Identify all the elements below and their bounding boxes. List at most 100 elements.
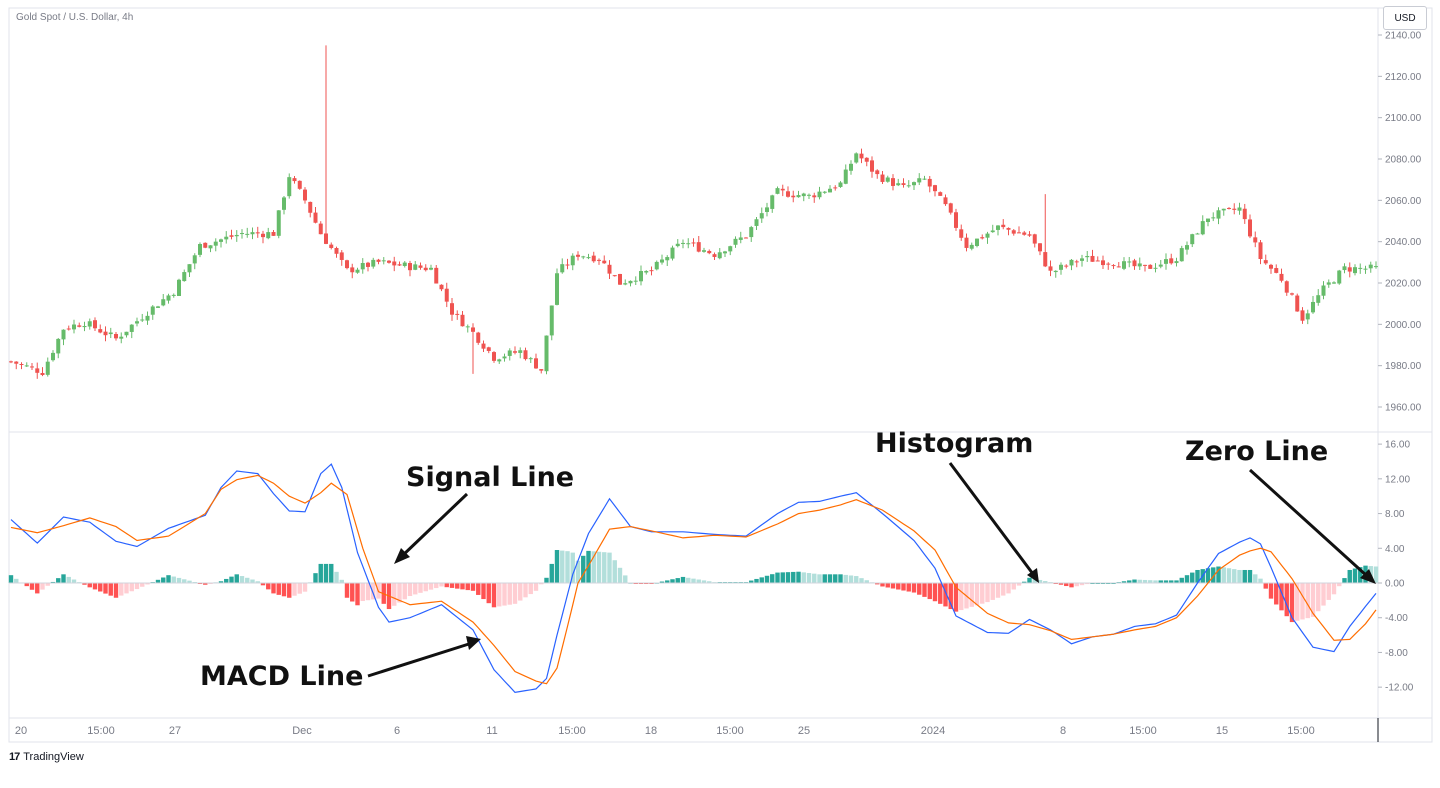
candle-body — [1101, 260, 1105, 266]
histogram-bar — [1148, 580, 1153, 583]
histogram-bar — [455, 583, 460, 589]
histogram-bar — [1190, 572, 1195, 583]
histogram-bar — [843, 574, 848, 583]
candle-body — [103, 331, 108, 336]
candle-up — [224, 231, 229, 244]
candle-up — [849, 160, 853, 175]
histogram-bar — [1169, 580, 1174, 583]
histogram-bar — [932, 583, 938, 602]
candle-down — [649, 266, 654, 276]
candle-up — [1179, 245, 1184, 262]
candle-body — [51, 352, 55, 361]
candle-body — [198, 244, 202, 255]
histogram-bar — [764, 575, 770, 583]
histogram-bar — [182, 579, 187, 583]
histogram-bar — [1211, 567, 1216, 583]
candle-body — [1179, 248, 1184, 262]
candle-body — [1153, 267, 1158, 269]
candle-down — [539, 369, 544, 374]
histogram-bar — [507, 583, 512, 605]
candle-down — [271, 230, 276, 237]
candle-body — [681, 242, 685, 244]
candle-body — [801, 193, 806, 197]
candle-down — [959, 224, 964, 241]
candle-up — [759, 207, 764, 223]
macd-tick-label: 8.00 — [1385, 509, 1405, 520]
arrow-signal-line — [399, 492, 469, 559]
histogram-bar — [754, 578, 759, 583]
candle-up — [738, 231, 743, 244]
histogram-bar — [407, 583, 413, 597]
candle-body — [187, 264, 192, 273]
macd-line[interactable] — [10, 463, 1377, 694]
candle-body — [308, 201, 313, 213]
candle-body — [1316, 295, 1321, 303]
candle-body — [859, 153, 864, 159]
candle-up — [628, 280, 633, 287]
histogram-bar — [470, 583, 476, 591]
histogram-bar — [927, 583, 932, 600]
candle-down — [1064, 264, 1069, 269]
candle-body — [1164, 259, 1168, 264]
candle-body — [1190, 234, 1195, 245]
candle-up — [1311, 295, 1315, 314]
histogram-bar — [1074, 583, 1079, 587]
symbol-title[interactable]: Gold Spot / U.S. Dollar, 4h — [16, 12, 133, 23]
candle-up — [1237, 202, 1242, 215]
candle-up — [177, 278, 181, 297]
candle-up — [717, 248, 722, 260]
annotation-macd-line: MACD Line — [200, 661, 363, 692]
histogram-bar — [29, 583, 35, 590]
histogram-bar — [880, 583, 885, 587]
candle-body — [1074, 261, 1079, 263]
histogram-bar — [82, 583, 87, 585]
candle-body — [1053, 270, 1058, 273]
macd-histogram[interactable] — [8, 550, 1379, 623]
candle-body — [891, 178, 895, 186]
histogram-bar — [1268, 583, 1274, 599]
candle-up — [1211, 212, 1216, 222]
histogram-bar — [460, 583, 465, 590]
candle-down — [1027, 231, 1032, 237]
candle-down — [303, 187, 307, 204]
candle-body — [397, 264, 402, 266]
candle-down — [1295, 293, 1300, 312]
candle-body — [1363, 268, 1368, 270]
signal-line[interactable] — [10, 474, 1377, 685]
candle-up — [240, 229, 244, 239]
candle-body — [513, 351, 517, 353]
currency-button[interactable]: USD — [1383, 6, 1427, 30]
histogram-bar — [806, 573, 812, 583]
histogram-bar — [659, 581, 665, 583]
candle-body — [455, 313, 460, 315]
histogram-bar — [1001, 583, 1006, 596]
histogram-bar — [1205, 568, 1211, 583]
candle-body — [413, 264, 418, 270]
candle-up — [250, 227, 255, 240]
candle-body — [434, 267, 439, 284]
candle-body — [702, 250, 706, 252]
candle-body — [712, 254, 717, 257]
candle-up — [129, 324, 134, 339]
candle-down — [891, 174, 895, 191]
histogram-bar — [140, 583, 145, 587]
candle-body — [539, 369, 544, 371]
candle-body — [985, 233, 990, 238]
candle-body — [82, 326, 87, 328]
candle-down — [339, 250, 344, 266]
candle-body — [1006, 227, 1011, 230]
histogram-bar — [812, 573, 817, 583]
candle-down — [954, 208, 958, 231]
time-tick-label: 11 — [486, 725, 497, 737]
histogram-bar — [476, 583, 481, 595]
histogram-bar — [1253, 574, 1258, 583]
candle-body — [1116, 266, 1121, 268]
candle-body — [439, 284, 444, 290]
candlestick-series[interactable] — [9, 45, 1378, 379]
candle-body — [1200, 221, 1205, 235]
candle-body — [1059, 264, 1063, 270]
time-tick-label: 27 — [169, 725, 181, 737]
candle-body — [707, 250, 712, 254]
candle-body — [1368, 264, 1373, 269]
candle-body — [450, 303, 454, 315]
